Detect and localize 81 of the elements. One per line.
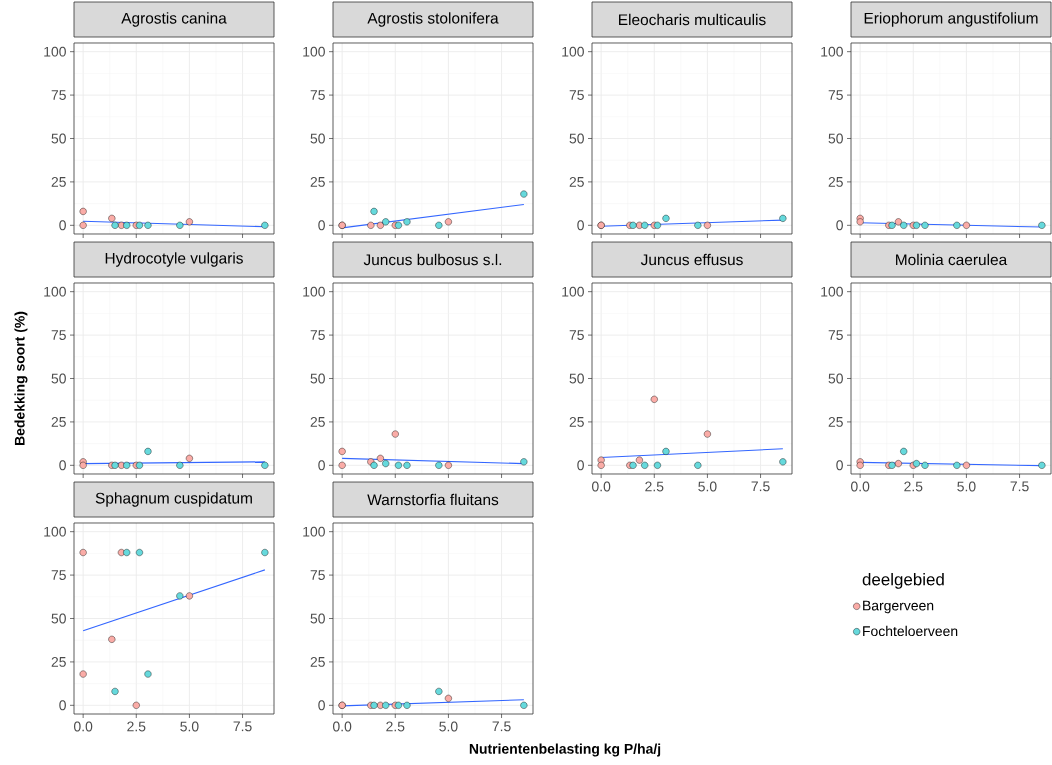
y-tick-label: 0	[836, 460, 843, 471]
x-tick-label: 0.0	[73, 721, 93, 732]
y-tick-label: 50	[569, 133, 584, 144]
x-tick-label: 0.0	[332, 721, 352, 732]
y-tick-label: 0	[577, 460, 584, 471]
y-tick-label: 75	[310, 570, 325, 580]
x-tick-label: 2.5	[127, 721, 146, 732]
y-tick-label: 50	[310, 613, 325, 624]
chart-title: Hydrocotyle vulgaris	[105, 252, 243, 267]
y-tick-label: 100	[821, 286, 843, 297]
y-tick-label: 100	[821, 46, 843, 57]
y-tick-label: 50	[51, 373, 66, 384]
chart-title: Sphagnum cuspidatum	[95, 492, 252, 507]
chart-title: Agrostis stolonifera	[367, 12, 499, 27]
x-tick-label: 2.5	[386, 721, 405, 732]
y-tick-label: 75	[310, 330, 325, 340]
y-axis-title: Bedekking soort (%)	[14, 311, 28, 445]
y-tick-label: 100	[562, 286, 584, 297]
x-tick-label: 7.5	[233, 721, 252, 732]
x-tick-label: 7.5	[751, 481, 770, 492]
y-tick-label: 25	[569, 176, 584, 187]
y-tick-label: 75	[51, 330, 66, 340]
y-tick-label: 75	[828, 330, 843, 340]
y-tick-label: 75	[569, 90, 584, 100]
y-tick-label: 50	[828, 373, 843, 384]
chart-title: Molinia caerulea	[896, 253, 1008, 266]
y-tick-label: 100	[562, 46, 584, 57]
y-tick-label: 25	[828, 416, 843, 427]
x-tick-label: 0.0	[592, 481, 611, 492]
chart-title: Warnstorfia fluitans	[367, 493, 499, 506]
chart-title: Agrostis canina	[121, 12, 227, 27]
y-tick-label: 100	[303, 526, 325, 537]
x-tick-label: 5.0	[439, 721, 458, 732]
y-tick-label: 50	[310, 373, 325, 384]
y-tick-label: 0	[59, 460, 66, 471]
y-tick-label: 50	[828, 133, 843, 144]
y-tick-label: 75	[51, 90, 66, 100]
y-tick-label: 0	[318, 700, 325, 711]
y-tick-label: 25	[828, 176, 843, 187]
y-tick-label: 50	[51, 613, 66, 624]
y-tick-label: 0	[59, 220, 66, 231]
y-tick-label: 0	[836, 220, 843, 231]
y-tick-label: 25	[51, 656, 66, 667]
x-tick-label: 5.0	[180, 721, 199, 732]
y-tick-label: 100	[303, 286, 325, 297]
y-tick-label: 50	[569, 373, 584, 384]
x-tick-label: 0.0	[851, 481, 870, 492]
y-tick-label: 0	[577, 220, 584, 231]
y-tick-label: 25	[51, 176, 66, 187]
y-tick-label: 100	[44, 46, 66, 57]
y-tick-label: 75	[310, 90, 325, 100]
y-tick-label: 100	[303, 46, 325, 57]
legend-title: deelgebied	[862, 573, 944, 589]
y-tick-label: 25	[310, 416, 325, 427]
y-tick-label: 0	[59, 700, 66, 711]
y-tick-label: 25	[51, 416, 66, 427]
y-tick-label: 25	[310, 176, 325, 187]
y-tick-label: 0	[318, 460, 325, 471]
y-tick-label: 50	[51, 133, 66, 144]
chart-title: Juncus effusus	[640, 253, 743, 266]
y-tick-label: 75	[569, 330, 584, 340]
y-tick-label: 25	[569, 416, 584, 427]
legend-label: Bargerveen	[863, 600, 934, 614]
y-tick-label: 100	[44, 526, 66, 537]
x-axis-title: Nutrientenbelasting kg P/ha/j	[469, 743, 661, 757]
y-tick-label: 0	[318, 220, 325, 231]
x-tick-label: 2.5	[645, 481, 664, 492]
x-tick-label: 7.5	[1010, 481, 1029, 492]
y-tick-label: 100	[44, 286, 66, 297]
x-tick-label: 5.0	[698, 481, 717, 492]
chart-title: Eleocharis multicaulis	[619, 13, 766, 26]
chart-title: Juncus bulbosus s.l.	[363, 253, 502, 266]
legend-label: Fochteloerveen	[863, 625, 958, 637]
y-tick-label: 75	[828, 90, 843, 100]
x-tick-label: 7.5	[492, 721, 511, 732]
x-tick-label: 2.5	[904, 481, 923, 492]
y-tick-label: 50	[310, 133, 325, 144]
y-tick-label: 75	[51, 570, 66, 580]
x-tick-label: 5.0	[957, 481, 976, 492]
y-tick-label: 25	[310, 656, 325, 667]
chart-title: Eriophorum angustifolium	[864, 12, 1038, 27]
